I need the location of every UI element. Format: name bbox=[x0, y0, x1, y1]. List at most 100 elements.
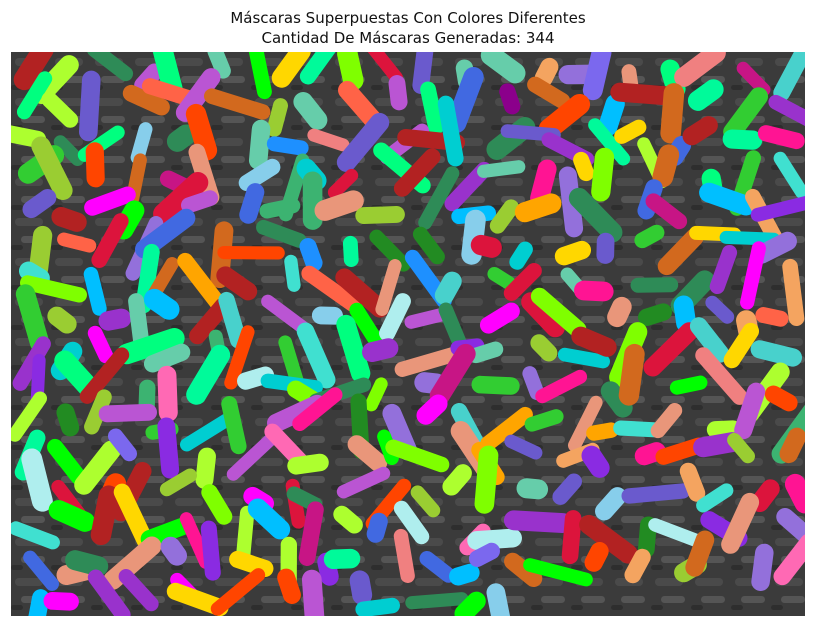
segmentation-mask bbox=[516, 478, 549, 500]
segmentation-mask bbox=[773, 52, 805, 102]
segmentation-mask bbox=[412, 226, 445, 265]
segmentation-mask bbox=[186, 344, 231, 405]
segmentation-mask bbox=[568, 187, 623, 243]
segmentation-mask bbox=[86, 52, 134, 82]
segmentation-mask bbox=[468, 542, 500, 567]
segmentation-mask bbox=[248, 119, 271, 170]
segmentation-mask bbox=[471, 375, 520, 395]
segmentation-mask bbox=[107, 428, 138, 462]
segmentation-mask bbox=[15, 284, 50, 353]
segmentation-mask bbox=[210, 568, 266, 616]
segmentation-mask bbox=[696, 483, 734, 513]
segmentation-mask bbox=[84, 389, 112, 435]
segmentation-mask bbox=[679, 462, 706, 502]
segmentation-mask bbox=[336, 112, 390, 172]
segmentation-mask bbox=[521, 292, 565, 338]
segmentation-mask bbox=[755, 307, 789, 327]
segmentation-mask bbox=[85, 142, 105, 188]
segmentation-mask bbox=[630, 277, 679, 293]
segmentation-mask bbox=[621, 483, 691, 504]
segmentation-mask bbox=[364, 377, 388, 412]
segmentation-mask bbox=[323, 548, 361, 570]
segmentation-mask bbox=[610, 82, 679, 106]
segmentation-mask bbox=[333, 505, 363, 534]
segmentation-mask bbox=[598, 94, 625, 137]
segmentation-mask bbox=[53, 135, 85, 167]
segmentation-mask bbox=[337, 52, 364, 91]
segmentation-mask bbox=[218, 291, 247, 349]
segmentation-mask bbox=[118, 569, 159, 612]
segmentation-mask bbox=[51, 206, 87, 232]
segmentation-mask bbox=[278, 335, 304, 387]
segmentation-mask bbox=[314, 190, 364, 221]
segmentation-mask bbox=[561, 510, 582, 565]
segmentation-mask bbox=[130, 122, 153, 165]
segmentation-mask bbox=[479, 302, 520, 334]
segmentation-mask bbox=[12, 336, 51, 391]
segmentation-mask bbox=[643, 322, 699, 377]
segmentation-mask bbox=[298, 501, 324, 566]
segmentation-mask bbox=[157, 365, 178, 422]
segmentation-mask bbox=[393, 148, 441, 197]
segmentation-mask bbox=[74, 440, 121, 495]
segmentation-mask bbox=[141, 78, 196, 106]
segmentation-mask bbox=[624, 548, 651, 584]
segmentation-mask bbox=[266, 98, 288, 137]
segmentation-mask bbox=[90, 485, 120, 546]
segmentation-mask bbox=[128, 293, 149, 348]
segmentation-mask bbox=[514, 193, 562, 223]
figure-title: Máscaras Superpuestas Con Colores Difere… bbox=[230, 9, 586, 27]
segmentation-mask bbox=[480, 406, 533, 452]
segmentation-mask bbox=[579, 514, 638, 564]
figure-subtitle: Cantidad De Máscaras Generadas: 344 bbox=[261, 29, 555, 47]
segmentation-mask bbox=[784, 473, 805, 514]
segmentation-mask bbox=[299, 238, 323, 272]
segmentation-mask bbox=[530, 287, 587, 339]
segmentation-mask bbox=[685, 530, 715, 577]
segmentation-mask bbox=[442, 464, 472, 496]
segmentation-mask bbox=[567, 395, 603, 452]
segmentation-mask bbox=[287, 453, 329, 475]
segmentation-mask bbox=[709, 244, 738, 295]
segmentation-mask bbox=[722, 129, 763, 150]
segmentation-mask bbox=[224, 325, 255, 390]
segmentation-mask bbox=[185, 103, 218, 161]
segmentation-mask bbox=[266, 136, 309, 156]
segmentation-mask bbox=[13, 52, 54, 91]
segmentation-mask bbox=[361, 52, 404, 85]
segmentation-mask bbox=[773, 151, 805, 199]
segmentation-mask bbox=[727, 432, 755, 464]
segmentation-mask bbox=[652, 144, 680, 188]
segmentation-mask bbox=[504, 552, 543, 588]
segmentation-mask bbox=[195, 447, 216, 489]
segmentation-mask bbox=[503, 510, 573, 533]
segmentation-mask bbox=[674, 52, 726, 87]
segmentation-mask bbox=[695, 347, 748, 405]
segmentation-mask bbox=[19, 275, 88, 303]
segmentation-mask bbox=[366, 512, 388, 543]
segmentation-mask bbox=[405, 592, 469, 610]
segmentation-mask bbox=[200, 520, 221, 581]
mask-overlay-canvas bbox=[11, 52, 805, 616]
segmentation-mask bbox=[236, 505, 255, 562]
segmentation-mask bbox=[412, 52, 435, 94]
segmentation-mask bbox=[247, 52, 272, 100]
segmentation-mask bbox=[613, 420, 664, 438]
segmentation-mask bbox=[153, 172, 209, 225]
segmentation-mask bbox=[499, 83, 521, 115]
segmentation-mask bbox=[581, 445, 610, 478]
segmentation-mask bbox=[750, 195, 805, 222]
segmentation-mask bbox=[595, 487, 627, 521]
segmentation-mask bbox=[157, 417, 180, 479]
segmentation-mask bbox=[660, 83, 685, 144]
segmentation-mask bbox=[434, 271, 462, 305]
segmentation-mask bbox=[47, 438, 87, 485]
segmentation-mask bbox=[554, 240, 592, 266]
segmentation-mask bbox=[776, 507, 805, 547]
segmentation-mask bbox=[79, 70, 101, 142]
segmentation-mask bbox=[277, 568, 301, 605]
segmentation-mask bbox=[301, 569, 326, 616]
segmentation-mask bbox=[689, 317, 730, 363]
segmentation-mask bbox=[782, 258, 805, 327]
segmentation-mask bbox=[180, 190, 219, 214]
